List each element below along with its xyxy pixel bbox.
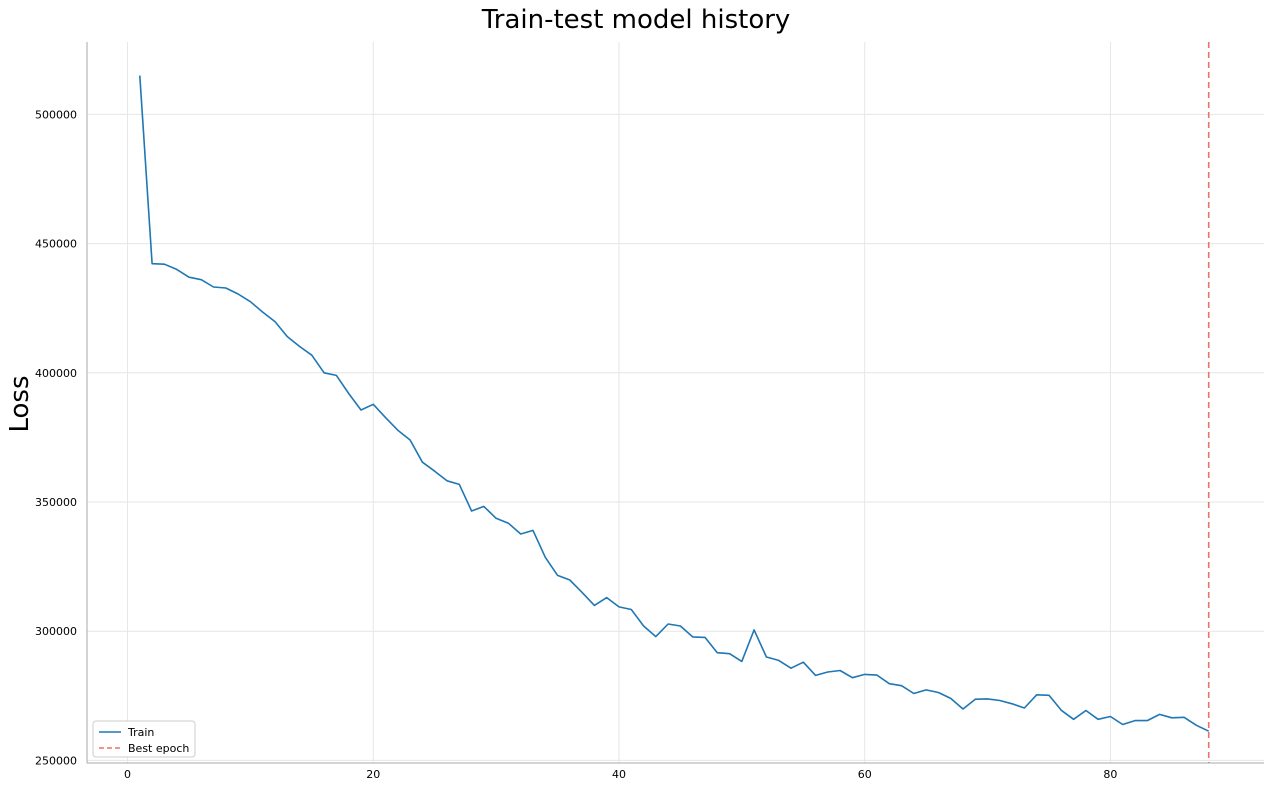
y-tick-label: 300000 <box>35 625 77 638</box>
axes <box>86 42 1264 764</box>
ticks: 0 20 40 60 80 250000 300000 350000 400000 450000 5… <box>35 108 1117 781</box>
x-tick-label: 0 <box>124 768 131 781</box>
legend-label-train: Train <box>127 726 154 739</box>
x-tick-label: 80 <box>1103 768 1117 781</box>
grid <box>87 42 1264 763</box>
y-tick-label: 450000 <box>35 238 77 251</box>
y-tick-label: 350000 <box>35 496 77 509</box>
legend: Train Best epoch <box>92 720 196 758</box>
x-tick-label: 60 <box>858 768 872 781</box>
x-tick-label: 20 <box>366 768 380 781</box>
chart-title: Train-test model history <box>481 5 791 35</box>
legend-label-best-epoch: Best epoch <box>128 742 189 755</box>
x-tick-label: 40 <box>612 768 626 781</box>
y-axis-label: Loss <box>5 375 35 432</box>
y-tick-label: 500000 <box>35 108 77 121</box>
y-tick-label: 400000 <box>35 367 77 380</box>
series-layer <box>139 42 1210 763</box>
train-loss-line <box>139 75 1210 732</box>
y-tick-label: 250000 <box>35 754 77 767</box>
